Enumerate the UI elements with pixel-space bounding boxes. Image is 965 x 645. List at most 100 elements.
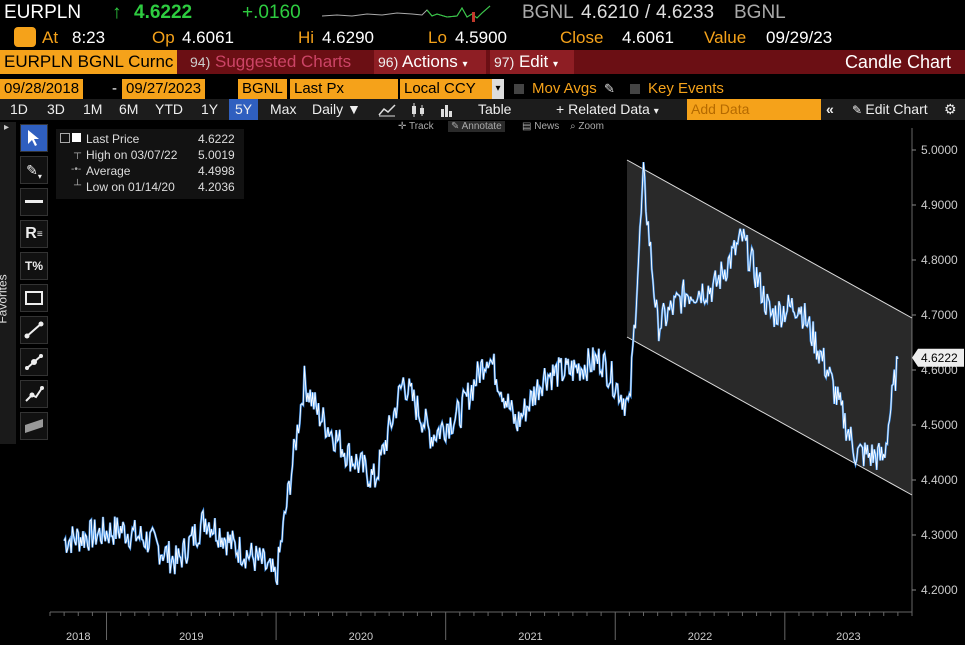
period-ytd[interactable]: YTD xyxy=(155,101,183,117)
actions-button-bg[interactable]: 96) Actions ▾ xyxy=(374,50,486,74)
params-bar: 09/28/2018 - 09/27/2023 BGNL Last Px Loc… xyxy=(0,79,965,101)
period-6m[interactable]: 6M xyxy=(119,101,139,117)
dropdown-arrow-icon: ▾ xyxy=(553,59,559,70)
trendline-tool-icon[interactable] xyxy=(20,316,48,344)
frequency-select[interactable]: Daily ▼ xyxy=(312,99,361,120)
high-label: Hi xyxy=(298,28,315,47)
legend-high-value: 5.0019 xyxy=(198,148,235,162)
gear-icon[interactable]: ⚙ xyxy=(944,101,957,117)
crosshair-icon: ✛ xyxy=(398,121,409,132)
suggested-charts-button[interactable]: Suggested Charts xyxy=(215,52,352,71)
high-value: 4.6290 xyxy=(322,28,374,47)
legend-low-value: 4.2036 xyxy=(198,180,235,194)
cursor-tool-icon[interactable] xyxy=(20,124,48,152)
low-marker-icon: ┴ xyxy=(74,180,82,191)
regression-tool-icon[interactable]: R ≡ xyxy=(20,220,48,248)
news-icon: ▤ xyxy=(522,121,535,132)
channel-lower-line[interactable] xyxy=(626,336,913,496)
start-date-field[interactable]: 09/28/2018 xyxy=(0,79,84,99)
percent-tool-icon[interactable]: T% xyxy=(20,252,48,280)
related-data-button[interactable]: + Related Data ▾ xyxy=(556,99,659,120)
legend-avg-label: Average xyxy=(86,164,131,178)
mov-avgs-checkbox[interactable] xyxy=(514,84,524,94)
x-tick-label: 2022 xyxy=(688,631,712,643)
sparkline xyxy=(322,5,491,22)
x-tick-label: 2018 xyxy=(66,631,90,643)
period-5y[interactable]: 5Y xyxy=(229,99,259,120)
y-tick-label: 4.3000 xyxy=(921,528,958,542)
pencil-icon[interactable]: ✎ xyxy=(604,81,615,96)
y-tick-label: 4.4000 xyxy=(921,473,958,487)
low-label: Lo xyxy=(428,28,447,47)
collapse-icon[interactable]: « xyxy=(826,101,834,117)
key-events-checkbox[interactable] xyxy=(630,84,640,94)
table-button[interactable]: Table xyxy=(478,101,512,117)
favorites-tab[interactable]: ▸ Favorites xyxy=(0,122,16,444)
expand-arrow-icon: ▸ xyxy=(4,122,10,133)
y-tick-label: 4.2000 xyxy=(921,583,958,597)
add-data-input[interactable]: Add Data xyxy=(687,99,821,120)
parallelogram-tool-icon[interactable] xyxy=(20,412,48,440)
period-1y[interactable]: 1Y xyxy=(201,101,219,117)
dropdown-arrow-icon: ▾ xyxy=(653,106,659,117)
edit-button-bg[interactable]: 97) Edit ▾ xyxy=(490,50,574,74)
line-tool-icon[interactable] xyxy=(20,188,48,216)
chart-line-icon[interactable] xyxy=(378,99,396,120)
period-3d[interactable]: 3D xyxy=(47,101,65,117)
channel-upper-line[interactable] xyxy=(626,159,913,319)
open-value: 4.6061 xyxy=(182,28,234,47)
actions-label: Actions xyxy=(402,52,458,71)
news-label: News xyxy=(534,121,560,132)
channel-tool-icon[interactable] xyxy=(20,348,48,376)
fibonacci-tool-icon[interactable] xyxy=(20,380,48,408)
currency-select[interactable]: Local CCY xyxy=(400,79,498,99)
field-select[interactable]: Last Px xyxy=(290,79,398,99)
dropdown-arrow-icon: ▾ xyxy=(462,59,468,70)
ticker-symbol[interactable]: EURPLN xyxy=(4,2,82,23)
period-1d[interactable]: 1D xyxy=(10,101,28,117)
x-tick-label: 2021 xyxy=(518,631,542,643)
frequency-label: Daily xyxy=(312,101,344,117)
edit-chart-button[interactable]: ✎ Edit Chart xyxy=(852,99,928,120)
end-date-field[interactable]: 09/27/2023 xyxy=(122,79,206,99)
up-arrow-icon: ↑ xyxy=(112,2,122,23)
pen-tool-icon[interactable]: ✎ ▾ xyxy=(20,156,48,184)
source-label: BGNL xyxy=(522,2,574,23)
y-tick-label: 5.0000 xyxy=(921,143,958,157)
legend-avg-value: 4.4998 xyxy=(198,164,235,178)
mov-avgs-label[interactable]: Mov Avgs xyxy=(532,80,597,97)
annotate-label: Annotate xyxy=(461,121,502,132)
source-label-2: BGNL xyxy=(734,2,786,23)
period-max[interactable]: Max xyxy=(270,101,297,117)
key-events-label[interactable]: Key Events xyxy=(648,80,724,97)
period-1m[interactable]: 1M xyxy=(83,101,103,117)
bars-icon[interactable] xyxy=(440,99,454,120)
security-field[interactable]: EURPLN BGNL Curnc xyxy=(0,50,178,74)
source-field[interactable]: BGNL xyxy=(238,79,287,99)
news-tool[interactable]: ▤ News xyxy=(522,121,559,132)
bid-ask-separator: / xyxy=(645,2,651,23)
rectangle-tool-icon[interactable] xyxy=(20,284,48,312)
legend-last-value: 4.6222 xyxy=(198,132,235,146)
menu-bar: EURPLN BGNL Curnc 94) Suggested Charts 9… xyxy=(0,50,965,74)
track-tool[interactable]: ✛ Track xyxy=(398,121,434,132)
legend-collapse-icon[interactable] xyxy=(60,133,70,143)
candle-icon[interactable] xyxy=(410,99,426,120)
last-value-tag xyxy=(912,348,964,367)
track-label: Track xyxy=(408,121,434,132)
price-line-highlight xyxy=(63,162,899,585)
zoom-tool[interactable]: ⌕ Zoom xyxy=(570,121,604,132)
currency-dropdown-icon[interactable]: ▾ xyxy=(492,79,504,99)
x-tick-label: 2019 xyxy=(179,631,203,643)
y-tick-label: 4.7000 xyxy=(921,308,958,322)
bid-price: 4.6210 xyxy=(581,2,640,23)
y-tick-label: 4.5000 xyxy=(921,418,958,432)
regression-channel[interactable] xyxy=(627,160,912,495)
date-dash: - xyxy=(112,80,117,97)
high-marker-icon: ┬ xyxy=(74,148,82,159)
x-tick-label: 2020 xyxy=(349,631,373,643)
low-value: 4.5900 xyxy=(455,28,507,47)
annotate-tool[interactable]: ✎ Annotate xyxy=(448,121,505,132)
ask-price: 4.6233 xyxy=(656,2,715,23)
